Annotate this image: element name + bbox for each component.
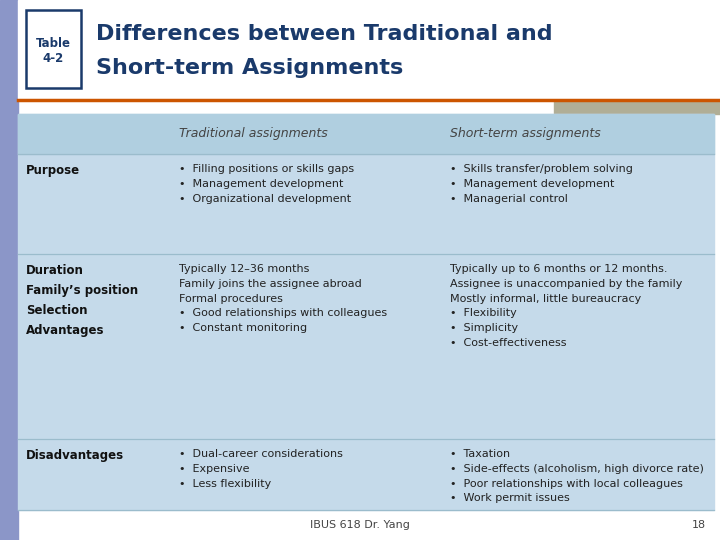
Text: Short-term Assignments: Short-term Assignments xyxy=(96,58,403,78)
Bar xyxy=(554,100,720,114)
Bar xyxy=(18,0,720,100)
Text: Table
4-2: Table 4-2 xyxy=(36,37,71,65)
Text: 18: 18 xyxy=(692,520,706,530)
Bar xyxy=(0,0,18,540)
Text: Purpose: Purpose xyxy=(26,164,80,177)
Text: Duration
Family’s position
Selection
Advantages: Duration Family’s position Selection Adv… xyxy=(26,264,138,337)
Text: Typically up to 6 months or 12 months.
Assignee is unaccompanied by the family
M: Typically up to 6 months or 12 months. A… xyxy=(450,264,683,348)
Bar xyxy=(18,114,714,154)
Text: •  Dual-career considerations
•  Expensive
•  Less flexibility: • Dual-career considerations • Expensive… xyxy=(179,449,343,489)
FancyBboxPatch shape xyxy=(26,10,81,88)
Text: Traditional assignments: Traditional assignments xyxy=(179,127,328,140)
Text: Short-term assignments: Short-term assignments xyxy=(450,127,600,140)
Text: Differences between Traditional and: Differences between Traditional and xyxy=(96,24,553,44)
Bar xyxy=(18,114,714,510)
Text: IBUS 618 Dr. Yang: IBUS 618 Dr. Yang xyxy=(310,520,410,530)
Text: •  Taxation
•  Side-effects (alcoholism, high divorce rate)
•  Poor relationship: • Taxation • Side-effects (alcoholism, h… xyxy=(450,449,704,503)
Text: •  Skills transfer/problem solving
•  Management development
•  Managerial contr: • Skills transfer/problem solving • Mana… xyxy=(450,164,633,204)
Text: •  Filling positions or skills gaps
•  Management development
•  Organizational : • Filling positions or skills gaps • Man… xyxy=(179,164,354,204)
Text: Typically 12–36 months
Family joins the assignee abroad
Formal procedures
•  Goo: Typically 12–36 months Family joins the … xyxy=(179,264,387,333)
Text: Disadvantages: Disadvantages xyxy=(26,449,124,462)
